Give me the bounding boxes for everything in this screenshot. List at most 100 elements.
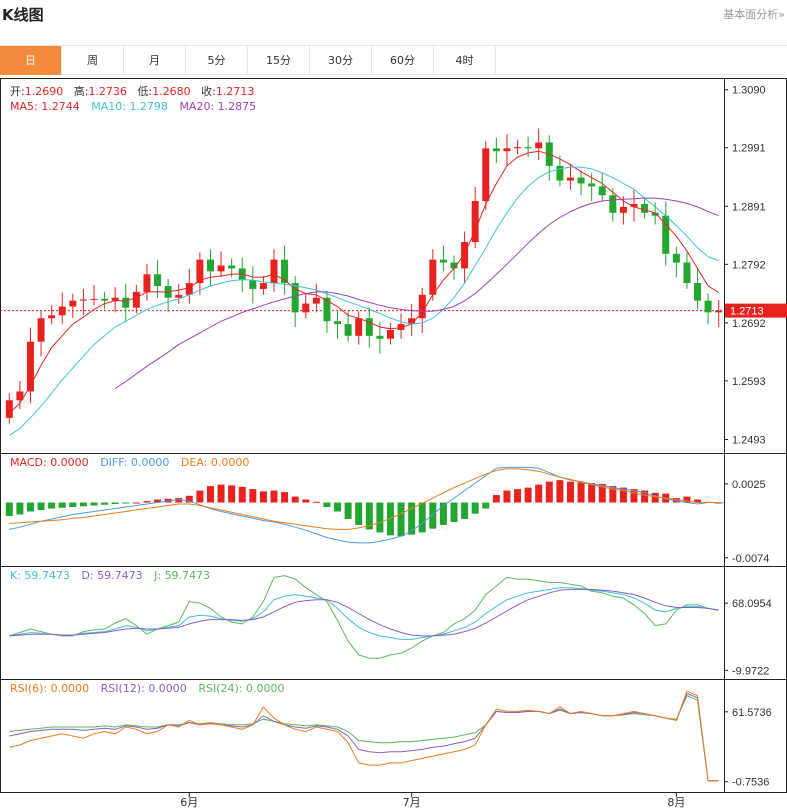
x-tick-label: 8月 bbox=[667, 796, 685, 809]
tab-week[interactable]: 周 bbox=[62, 46, 124, 75]
candle-body bbox=[524, 147, 532, 149]
macd-bar bbox=[302, 499, 310, 503]
close-label: 收: bbox=[201, 84, 216, 98]
macd-bar bbox=[291, 496, 299, 503]
candle-body bbox=[270, 259, 278, 284]
candle-body bbox=[715, 310, 723, 313]
rsi24-legend-label: RSI(24): bbox=[198, 682, 246, 695]
candle-body bbox=[704, 300, 712, 313]
low-label: 低: bbox=[137, 85, 152, 98]
rsi12-legend-value: 0.0000 bbox=[148, 682, 187, 695]
macd-bar bbox=[397, 502, 405, 537]
candle-body bbox=[641, 203, 649, 213]
candle-body bbox=[291, 283, 299, 313]
macd-bar bbox=[408, 502, 416, 535]
candle-body bbox=[598, 186, 606, 196]
j-line bbox=[9, 575, 719, 659]
price-tick-label: 1.2891 bbox=[732, 201, 766, 213]
macd-tick-label: -0.0074 bbox=[732, 553, 769, 565]
current-price-label: 1.2713 bbox=[730, 306, 764, 318]
candle-body bbox=[577, 177, 585, 184]
candle-body bbox=[397, 324, 405, 330]
candle-body bbox=[58, 306, 66, 316]
price-tick-label: 1.2593 bbox=[732, 376, 766, 388]
price-tick-label: 1.3090 bbox=[732, 85, 766, 97]
candle-body bbox=[79, 299, 87, 301]
macd-legend-value: 0.0000 bbox=[50, 456, 89, 469]
macd-bar bbox=[641, 490, 649, 503]
kdj-tick-label: -9.9722 bbox=[732, 665, 769, 677]
macd-bar bbox=[651, 492, 659, 503]
ma10-value: 1.2798 bbox=[129, 100, 168, 113]
ma-legend: MA5: 1.2744 MA10: 1.2798 MA20: 1.2875 bbox=[10, 100, 256, 113]
candle-body bbox=[556, 165, 564, 181]
candle-body bbox=[111, 297, 119, 301]
rsi24-legend-value: 0.0000 bbox=[246, 682, 285, 695]
k-legend-label: K: bbox=[10, 569, 24, 582]
ma5-line bbox=[8, 150, 719, 414]
candle-body bbox=[26, 341, 34, 392]
macd-legend-label: MACD: bbox=[10, 456, 50, 469]
candle-body bbox=[662, 215, 670, 254]
ohlc-legend: 开:1.2690 高:1.2736 低:1.2680 收:1.2713 bbox=[10, 84, 254, 98]
macd-bar bbox=[37, 502, 45, 510]
tab-60min[interactable]: 60分 bbox=[372, 46, 434, 75]
candle-body bbox=[566, 177, 574, 181]
tab-15min[interactable]: 15分 bbox=[248, 46, 310, 75]
ma10-legend: MA10: bbox=[91, 100, 129, 113]
candle-body bbox=[249, 280, 257, 289]
candle-body bbox=[514, 147, 522, 149]
macd-bar bbox=[196, 490, 204, 503]
high-value: 1.2736 bbox=[88, 85, 127, 98]
candle-body bbox=[132, 291, 140, 308]
macd-bar bbox=[48, 502, 56, 509]
rsi6-line bbox=[9, 690, 719, 782]
candle-body bbox=[122, 297, 130, 308]
macd-bar bbox=[514, 489, 522, 503]
candle-body bbox=[503, 148, 511, 152]
k-line bbox=[9, 587, 719, 640]
macd-bar bbox=[323, 502, 331, 508]
candle-body bbox=[408, 318, 416, 325]
kdj-legend: K: 59.7473 D: 59.7473 J: 59.7473 bbox=[10, 569, 210, 582]
x-tick-label: 6月 bbox=[180, 796, 198, 809]
rsi6-legend-label: RSI(6): bbox=[10, 682, 51, 695]
ma5-value: 1.2744 bbox=[41, 100, 80, 113]
candle-body bbox=[143, 274, 151, 292]
rsi-tick-label: 61.5736 bbox=[732, 707, 772, 719]
candle-body bbox=[386, 329, 394, 339]
macd-bar bbox=[365, 502, 373, 530]
tab-5min[interactable]: 5分 bbox=[186, 46, 248, 75]
open-value: 1.2690 bbox=[25, 85, 64, 98]
candle-body bbox=[683, 262, 691, 284]
d-legend-value: 59.7473 bbox=[97, 569, 143, 582]
candle-body bbox=[609, 195, 617, 213]
macd-bar bbox=[492, 495, 500, 503]
macd-bar bbox=[206, 486, 214, 503]
rsi12-line bbox=[9, 692, 719, 782]
tab-month[interactable]: 月 bbox=[124, 46, 186, 75]
candle-body bbox=[154, 274, 162, 287]
macd-bar bbox=[5, 502, 13, 516]
candle-body bbox=[492, 148, 500, 152]
fundamental-analysis-link[interactable]: 基本面分析» bbox=[723, 8, 785, 21]
candle-body bbox=[630, 203, 638, 207]
macd-bar bbox=[439, 502, 447, 525]
diff-line bbox=[9, 466, 719, 544]
macd-bar bbox=[185, 495, 193, 503]
rsi-legend: RSI(6): 0.0000 RSI(12): 0.0000 RSI(24): … bbox=[10, 682, 284, 695]
candle-body bbox=[259, 283, 267, 289]
candle-body bbox=[175, 294, 183, 298]
tab-day[interactable]: 日 bbox=[0, 46, 62, 75]
tab-4hour[interactable]: 4时 bbox=[434, 46, 496, 75]
macd-bar bbox=[26, 502, 34, 512]
macd-bar bbox=[355, 502, 363, 525]
tab-30min[interactable]: 30分 bbox=[310, 46, 372, 75]
macd-bar bbox=[683, 496, 691, 503]
macd-bar bbox=[228, 485, 236, 503]
k-legend-value: 59.7473 bbox=[24, 569, 70, 582]
candle-body bbox=[429, 259, 437, 295]
macd-bar bbox=[694, 499, 702, 503]
current-price-badge bbox=[725, 303, 787, 318]
